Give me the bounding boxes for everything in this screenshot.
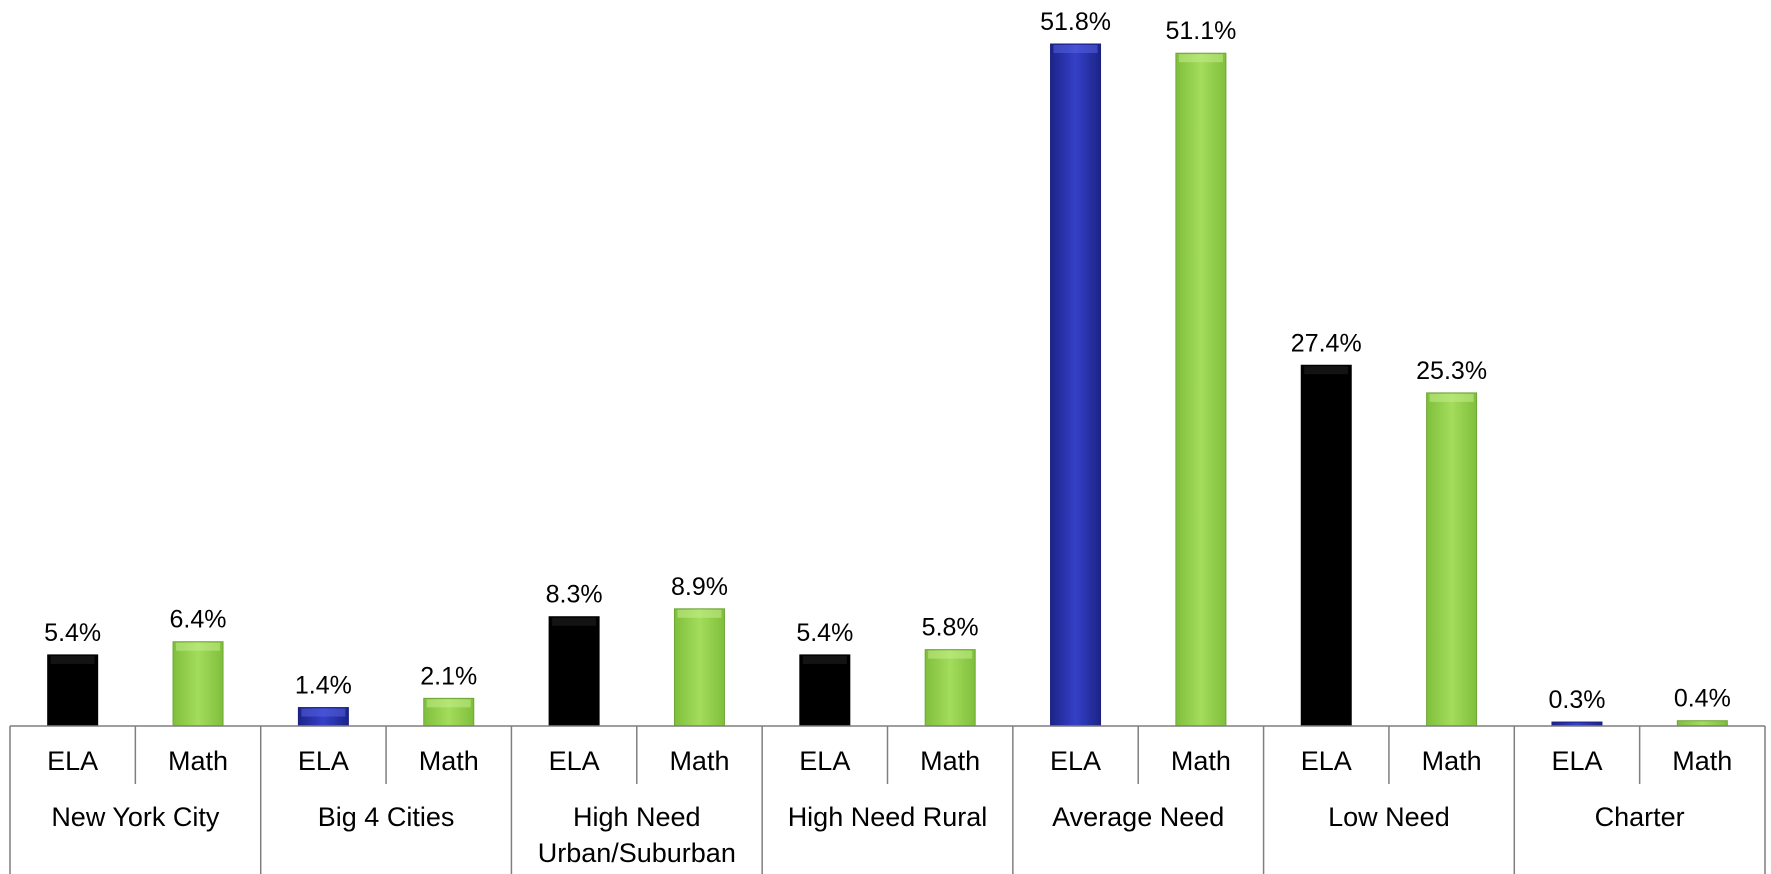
subject-label-ela-6: ELA bbox=[1551, 746, 1602, 776]
bar-ela-0 bbox=[47, 654, 99, 727]
subject-label-math-3: Math bbox=[920, 746, 980, 776]
data-label-math-3: 5.8% bbox=[922, 614, 979, 642]
subject-label-math-4: Math bbox=[1171, 746, 1231, 776]
subject-label-math-6: Math bbox=[1672, 746, 1732, 776]
data-label-ela-0: 5.4% bbox=[44, 619, 101, 647]
data-label-ela-2: 8.3% bbox=[546, 581, 603, 609]
bar-ela-2 bbox=[548, 616, 600, 727]
bar-math-4 bbox=[1175, 52, 1227, 727]
subject-label-math-0: Math bbox=[168, 746, 228, 776]
subject-label-ela-1: ELA bbox=[298, 746, 349, 776]
subject-label-ela-0: ELA bbox=[47, 746, 98, 776]
subject-label-ela-3: ELA bbox=[799, 746, 850, 776]
group-label-6-0: Charter bbox=[1595, 802, 1685, 832]
group-label-5-0: Low Need bbox=[1328, 802, 1450, 832]
bar-math-6 bbox=[1676, 720, 1728, 727]
bar-ela-5 bbox=[1300, 364, 1352, 727]
group-label-3-0: High Need Rural bbox=[788, 802, 988, 832]
data-label-math-4: 51.1% bbox=[1165, 17, 1236, 45]
subject-label-ela-5: ELA bbox=[1301, 746, 1352, 776]
data-label-ela-1: 1.4% bbox=[295, 672, 352, 700]
bar-bevel-math-2 bbox=[677, 609, 722, 618]
bar-bevel-math-3 bbox=[928, 650, 973, 659]
bar-bevel-math-0 bbox=[176, 642, 221, 651]
subject-label-math-1: Math bbox=[419, 746, 479, 776]
bar-math-2 bbox=[673, 608, 725, 727]
bar-bevel-ela-4 bbox=[1053, 45, 1098, 53]
bar-bevel-ela-0 bbox=[50, 655, 95, 664]
data-label-ela-5: 27.4% bbox=[1291, 329, 1362, 357]
group-label-4-0: Average Need bbox=[1052, 802, 1224, 832]
subject-label-math-5: Math bbox=[1422, 746, 1482, 776]
subject-label-ela-4: ELA bbox=[1050, 746, 1101, 776]
subject-label-ela-2: ELA bbox=[549, 746, 600, 776]
bar-ela-3 bbox=[799, 654, 851, 727]
data-label-ela-4: 51.8% bbox=[1040, 8, 1111, 36]
bar-math-0 bbox=[172, 641, 224, 727]
group-label-2-1: Urban/Suburban bbox=[538, 838, 736, 868]
bar-math-5 bbox=[1426, 392, 1478, 727]
bar-ela-4 bbox=[1050, 43, 1102, 727]
group-label-1-0: Big 4 Cities bbox=[318, 802, 455, 832]
bar-bevel-math-1 bbox=[426, 699, 471, 708]
data-label-ela-3: 5.4% bbox=[796, 619, 853, 647]
group-label-2-0: High Need bbox=[573, 802, 701, 832]
data-label-math-6: 0.4% bbox=[1674, 685, 1731, 713]
bar-math-3 bbox=[924, 649, 976, 727]
bar-bevel-math-5 bbox=[1429, 393, 1474, 402]
subject-label-math-2: Math bbox=[669, 746, 729, 776]
group-label-0-0: New York City bbox=[51, 802, 220, 832]
data-label-math-5: 25.3% bbox=[1416, 357, 1487, 385]
bar-bevel-ela-1 bbox=[301, 708, 346, 717]
bar-bevel-math-4 bbox=[1178, 54, 1223, 63]
bar-bevel-ela-5 bbox=[1304, 366, 1349, 375]
data-label-math-2: 8.9% bbox=[671, 573, 728, 601]
bar-bevel-ela-2 bbox=[552, 617, 597, 626]
data-label-ela-6: 0.3% bbox=[1548, 686, 1605, 714]
data-label-math-0: 6.4% bbox=[170, 606, 227, 634]
data-label-math-1: 2.1% bbox=[420, 662, 477, 690]
bar-bevel-ela-3 bbox=[802, 655, 847, 664]
